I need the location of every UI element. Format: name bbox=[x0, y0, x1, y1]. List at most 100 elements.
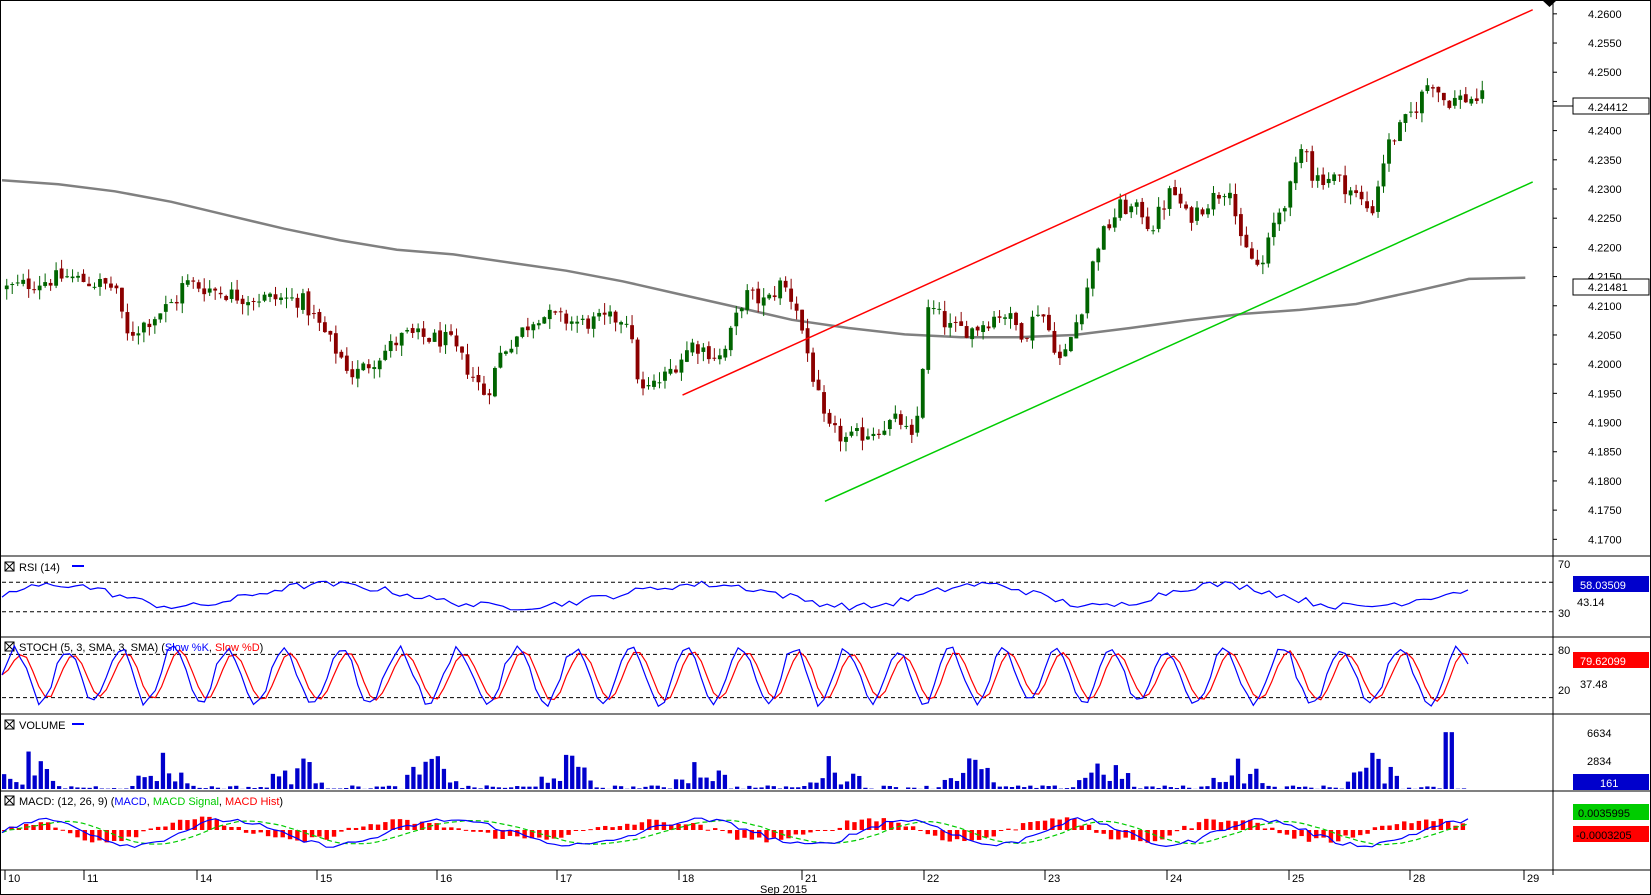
candle-body bbox=[383, 350, 388, 360]
macd-hist-bar bbox=[1064, 817, 1070, 830]
volume-bar bbox=[716, 770, 721, 789]
macd-hist-bar bbox=[1013, 829, 1018, 831]
macd-hist-bar bbox=[1460, 823, 1466, 830]
volume-bar bbox=[344, 788, 349, 789]
rsi-line bbox=[1, 580, 1553, 613]
candle-body bbox=[1238, 214, 1243, 237]
macd-hist-bar bbox=[969, 830, 974, 841]
candle-body bbox=[1047, 314, 1051, 331]
candle-body bbox=[750, 289, 755, 291]
macd-hist-bar bbox=[309, 830, 315, 838]
volume-close-icon[interactable] bbox=[4, 719, 15, 730]
candle-body bbox=[909, 424, 914, 435]
candle-body bbox=[860, 427, 865, 441]
candle-body bbox=[1430, 87, 1435, 89]
macd-hist-bar bbox=[500, 830, 505, 839]
month-label: Sep 2015 bbox=[760, 884, 807, 895]
volume-bar bbox=[961, 772, 966, 789]
candle-body bbox=[1266, 237, 1271, 264]
candle-body bbox=[1282, 208, 1287, 212]
candle-body bbox=[394, 342, 399, 346]
macd-hist-bar bbox=[1358, 830, 1363, 836]
macd-hist-bar bbox=[1270, 827, 1275, 830]
volume-bar bbox=[185, 783, 190, 789]
volume-bar bbox=[789, 787, 795, 789]
scroll-marker-icon[interactable] bbox=[1542, 0, 1557, 7]
stoch-label: STOCH (5, 3, SMA, 3, SMA) (Slow %K, Slow… bbox=[19, 642, 263, 654]
macd-hist-bar bbox=[1138, 830, 1143, 842]
candle-body bbox=[767, 294, 772, 299]
volume-bar bbox=[777, 788, 783, 789]
candle-body bbox=[1036, 314, 1040, 316]
volume-bar bbox=[14, 782, 19, 789]
rsi-value-box bbox=[1573, 576, 1649, 592]
candle-body bbox=[224, 295, 229, 300]
volume-bar bbox=[1461, 788, 1467, 789]
candle-body bbox=[70, 276, 75, 279]
candle-body bbox=[1014, 312, 1018, 326]
volume-bar bbox=[973, 759, 978, 789]
candle-body bbox=[1200, 209, 1205, 215]
candle-body bbox=[503, 351, 508, 354]
volume-bar bbox=[521, 786, 526, 789]
volume-bar bbox=[307, 762, 312, 789]
candle-body bbox=[624, 323, 629, 325]
candle-body bbox=[800, 309, 805, 331]
candle-body bbox=[525, 326, 530, 331]
macd-hist-bar bbox=[1160, 830, 1165, 840]
candle-body bbox=[865, 436, 870, 440]
volume-tick-mid: 2834 bbox=[1587, 756, 1611, 768]
candle-body bbox=[1167, 188, 1172, 209]
stochastic-panel: STOCH (5, 3, SMA, 3, SMA) (Slow %K, Slow… bbox=[1, 641, 1649, 708]
price-tick-label: 4.2100 bbox=[1588, 301, 1622, 313]
volume-bar bbox=[1345, 781, 1351, 789]
candle-body bbox=[191, 280, 196, 282]
macd-close-icon[interactable] bbox=[4, 795, 15, 806]
volume-bar bbox=[1199, 786, 1204, 789]
candle-body bbox=[706, 346, 711, 360]
candle-body bbox=[476, 374, 481, 383]
volume-bar bbox=[906, 787, 911, 789]
date-tick-label: 14 bbox=[200, 873, 212, 885]
candle-body bbox=[1387, 139, 1391, 164]
candle-body bbox=[26, 278, 31, 290]
macd-hist-bar bbox=[1108, 830, 1114, 840]
volume-bar bbox=[582, 767, 587, 789]
volume-bar bbox=[429, 758, 434, 789]
volume-bar bbox=[191, 785, 196, 789]
date-tick-label: 10 bbox=[8, 873, 20, 885]
macd-hist-bar bbox=[647, 819, 652, 830]
candle-body bbox=[405, 330, 410, 332]
volume-bar bbox=[1419, 787, 1424, 789]
current-price-box bbox=[1572, 97, 1650, 115]
candle-body bbox=[1134, 202, 1139, 207]
volume-bar bbox=[643, 786, 648, 789]
candle-body bbox=[339, 351, 344, 358]
macd-hist-bar bbox=[1328, 830, 1334, 843]
candle-body bbox=[311, 313, 316, 315]
candle-body bbox=[1414, 111, 1419, 113]
volume-bar bbox=[460, 787, 465, 789]
candle-body bbox=[1463, 94, 1468, 103]
candle-body bbox=[926, 307, 931, 370]
macd-hist-bar bbox=[82, 830, 88, 841]
candle-body bbox=[498, 352, 503, 368]
macd-hist-bar bbox=[808, 830, 813, 833]
macd-hist-bar bbox=[559, 830, 564, 838]
candle-body bbox=[635, 339, 640, 380]
volume-bar bbox=[936, 787, 941, 789]
candle-body bbox=[783, 280, 788, 288]
candle-body bbox=[416, 328, 421, 333]
volume-bar bbox=[698, 777, 703, 789]
volume-bar bbox=[1333, 787, 1338, 789]
macd-hist-bar bbox=[720, 830, 725, 831]
candle-body bbox=[328, 330, 333, 335]
stoch-value-box bbox=[1573, 652, 1649, 668]
volume-bar bbox=[1370, 752, 1375, 789]
candle-body bbox=[1354, 190, 1359, 194]
candle-body bbox=[1151, 230, 1156, 232]
rsi-close-icon[interactable] bbox=[4, 561, 15, 572]
candle-body bbox=[641, 379, 645, 389]
candle-body bbox=[778, 280, 783, 299]
